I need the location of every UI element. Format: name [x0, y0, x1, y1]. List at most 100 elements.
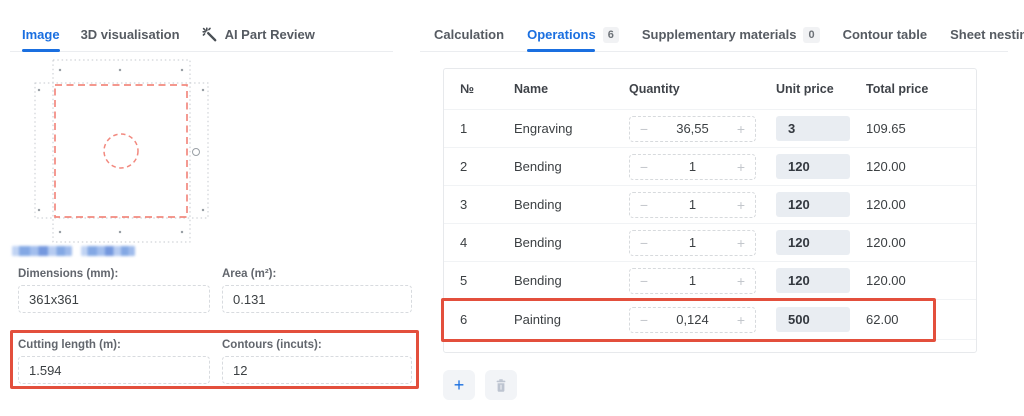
cell-no: 3	[460, 197, 468, 212]
cell-no: 6	[460, 312, 468, 327]
part-drawing-preview	[20, 57, 232, 252]
tooling-dots	[37, 68, 205, 234]
tab-3d-label: 3D visualisation	[80, 27, 180, 42]
tab-calculation[interactable]: Calculation	[434, 18, 504, 51]
outline-vertical-rect	[52, 59, 191, 243]
trash-icon	[494, 378, 508, 393]
tab-contour-table[interactable]: Contour table	[843, 18, 928, 51]
quantity-value[interactable]: 0,124	[676, 312, 709, 327]
operations-table: № Name Quantity Unit price Total price 1…	[441, 68, 977, 353]
cell-total-price: 120.00	[866, 273, 906, 288]
operations-rows: 1 Engraving − 36,55 + 3 109.65 2 Bending…	[444, 109, 976, 339]
quantity-value[interactable]: 1	[688, 235, 697, 250]
blurred-word	[12, 246, 72, 256]
stepper-minus-button[interactable]: −	[639, 272, 649, 289]
col-header-unit-price: Unit price	[776, 82, 834, 96]
table-row: 1 Engraving − 36,55 + 3 109.65	[444, 109, 976, 147]
cell-no: 1	[460, 121, 468, 136]
table-row: 5 Bending − 1 + 120 120.00	[444, 261, 976, 299]
tab-sheet-nesting[interactable]: Sheet nesting	[950, 18, 1024, 51]
table-bottom-spacer	[444, 339, 976, 353]
blurred-filename	[12, 246, 135, 256]
quantity-value[interactable]: 36,55	[676, 121, 709, 136]
add-operation-button[interactable]: +	[443, 370, 475, 400]
field-cutting-length: Cutting length (m): 1.594	[18, 339, 210, 384]
area-value[interactable]: 0.131	[222, 285, 412, 313]
supplementary-count-badge: 0	[803, 26, 820, 43]
quantity-stepper[interactable]: − 1 +	[629, 191, 756, 218]
stepper-minus-button[interactable]: −	[639, 196, 649, 213]
tab-operations[interactable]: Operations 6	[527, 18, 619, 52]
operations-count-badge: 6	[602, 26, 619, 43]
stepper-plus-button[interactable]: +	[736, 158, 746, 175]
dimensions-value[interactable]: 361x361	[18, 285, 210, 313]
active-tab-underline	[22, 49, 60, 52]
blurred-word	[81, 246, 135, 256]
cell-name: Bending	[514, 235, 562, 250]
unit-price-value[interactable]: 120	[776, 230, 850, 255]
col-header-quantity: Quantity	[629, 82, 680, 96]
contours-value[interactable]: 12	[222, 356, 412, 384]
contours-label: Contours (incuts):	[222, 339, 322, 351]
cell-total-price: 120.00	[866, 235, 906, 250]
tab-supplementary-materials[interactable]: Supplementary materials 0	[642, 18, 820, 51]
tab-image-label: Image	[22, 27, 60, 42]
bend-line-circle	[103, 133, 139, 169]
stepper-plus-button[interactable]: +	[736, 272, 746, 289]
plus-icon: +	[453, 375, 465, 395]
quantity-stepper[interactable]: − 1 +	[629, 153, 756, 180]
table-row: 3 Bending − 1 + 120 120.00	[444, 185, 976, 223]
tab-ai-part-review[interactable]: AI Part Review	[201, 18, 315, 51]
col-header-total-price: Total price	[866, 82, 929, 96]
quantity-stepper[interactable]: − 1 +	[629, 229, 756, 256]
cutting-length-label: Cutting length (m):	[18, 339, 121, 351]
quantity-value[interactable]: 1	[688, 159, 697, 174]
cutting-length-value[interactable]: 1.594	[18, 356, 210, 384]
tab-supplementary-label: Supplementary materials	[641, 27, 797, 42]
quantity-stepper[interactable]: − 36,55 +	[629, 115, 756, 142]
stepper-plus-button[interactable]: +	[736, 234, 746, 251]
cell-total-price: 120.00	[866, 159, 906, 174]
cell-name: Painting	[514, 312, 561, 327]
field-dimensions: Dimensions (mm): 361x361	[18, 268, 210, 313]
field-contours: Contours (incuts): 12	[222, 339, 412, 384]
cell-total-price: 120.00	[866, 197, 906, 212]
unit-price-value[interactable]: 120	[776, 268, 850, 293]
field-area: Area (m²): 0.131	[222, 268, 412, 313]
unit-price-value[interactable]: 500	[776, 307, 850, 332]
tab-image[interactable]: Image	[22, 18, 60, 52]
table-row: 2 Bending − 1 + 120 120.00	[444, 147, 976, 185]
stepper-minus-button[interactable]: −	[639, 120, 649, 137]
cell-total-price: 109.65	[866, 121, 906, 136]
dimensions-label: Dimensions (mm):	[18, 268, 119, 280]
quantity-stepper[interactable]: − 0,124 +	[629, 306, 756, 333]
cell-no: 5	[460, 273, 468, 288]
delete-operation-button[interactable]	[485, 370, 517, 400]
unit-price-value[interactable]: 3	[776, 116, 850, 141]
table-actions: +	[443, 370, 517, 400]
stepper-minus-button[interactable]: −	[639, 311, 649, 328]
stepper-plus-button[interactable]: +	[736, 196, 746, 213]
cell-name: Engraving	[514, 121, 573, 136]
stepper-minus-button[interactable]: −	[639, 234, 649, 251]
stepper-plus-button[interactable]: +	[736, 120, 746, 137]
bend-line-square	[54, 84, 188, 218]
unit-price-value[interactable]: 120	[776, 154, 850, 179]
cell-name: Bending	[514, 197, 562, 212]
table-header-row: № Name Quantity Unit price Total price	[444, 69, 976, 109]
tab-3d-visualisation[interactable]: 3D visualisation	[81, 18, 180, 51]
unit-price-value[interactable]: 120	[776, 192, 850, 217]
outline-horizontal-rect	[34, 82, 209, 219]
tab-contour-label: Contour table	[842, 27, 928, 42]
tab-sheet-nesting-label: Sheet nesting	[950, 27, 1024, 42]
quantity-stepper[interactable]: − 1 +	[629, 267, 756, 294]
table-row: 6 Painting − 0,124 + 500 62.00	[444, 299, 976, 339]
quantity-value[interactable]: 1	[688, 197, 697, 212]
stepper-minus-button[interactable]: −	[639, 158, 649, 175]
tab-ai-label: AI Part Review	[224, 27, 315, 42]
quantity-value[interactable]: 1	[688, 273, 697, 288]
active-tab-underline	[527, 49, 595, 52]
stepper-plus-button[interactable]: +	[736, 311, 746, 328]
col-header-name: Name	[514, 82, 549, 96]
tab-operations-label: Operations	[527, 27, 596, 42]
